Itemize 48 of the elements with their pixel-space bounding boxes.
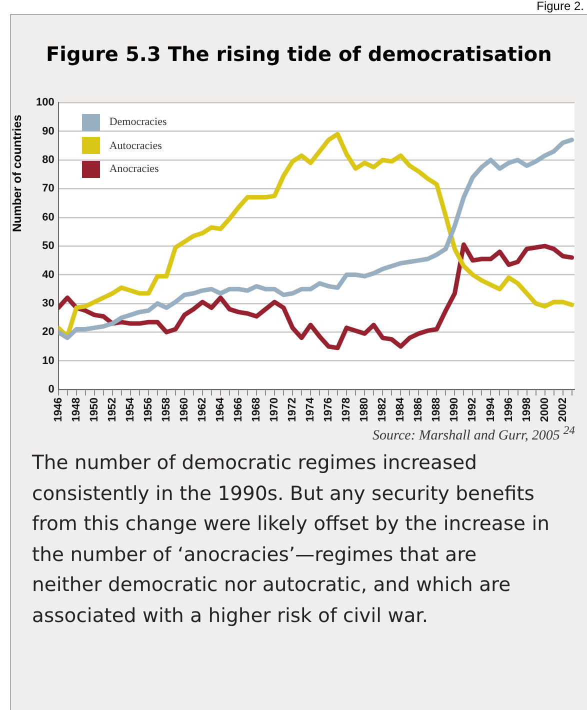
x-tick-label: 1986 — [412, 398, 425, 422]
y-axis-title: Number of countries — [10, 114, 24, 232]
x-tick-label: 1962 — [196, 398, 209, 422]
x-tick-label: 1946 — [52, 398, 64, 422]
x-tick-label: 1990 — [448, 398, 461, 422]
x-tick-label: 1988 — [430, 398, 443, 422]
chart-title: Figure 5.3 The rising tide of democratisation — [46, 42, 552, 66]
y-tick-label: 80 — [42, 154, 54, 166]
x-tick-label: 1996 — [502, 398, 515, 422]
x-tick-label: 1958 — [160, 398, 172, 422]
x-tick-label: 1970 — [268, 398, 281, 422]
x-tick-label: 1974 — [304, 396, 317, 422]
y-tick-label: 50 — [42, 240, 54, 252]
x-tick-label: 1966 — [232, 398, 245, 422]
x-tick-label: 1972 — [286, 398, 299, 422]
x-tick-label: 1992 — [466, 398, 479, 422]
x-tick-label: 1952 — [106, 398, 118, 422]
x-tick-label: 1956 — [142, 398, 154, 422]
x-tick-label: 2000 — [538, 398, 551, 422]
legend-label: Anocracies — [109, 163, 159, 176]
x-tick-label: 1950 — [88, 398, 100, 422]
text: The number of democratic regimes increased consistently in the 1990s. But any security benefits from this change were likely offset by the increase in the number of ‘anocracies’—regimes that are neither democratic nor autocratic, and which are associated with a higher risk of civil war. — [32, 450, 550, 628]
x-tick-label: 1978 — [340, 398, 353, 422]
x-tick-label: 1984 — [394, 396, 407, 422]
x-tick-label: 1954 — [124, 396, 136, 422]
x-tick-label: 1982 — [376, 398, 389, 422]
y-tick-label: 10 — [42, 354, 54, 367]
x-tick-label: 1994 — [484, 396, 497, 422]
caption: Figure 2. — [536, 0, 584, 13]
y-tick-label: 90 — [42, 125, 54, 138]
x-tick-label: 1964 — [214, 396, 227, 422]
x-tick-label: 1960 — [178, 398, 190, 422]
y-tick-label: 70 — [42, 182, 54, 195]
source-note: Source: Marshall and Gurr, 2005 $^{24}$ — [372, 424, 575, 445]
y-tick-label: 30 — [42, 297, 54, 310]
legend-label: Autocracies — [109, 140, 162, 152]
x-tick-label: 2002 — [556, 398, 569, 422]
y-tick-label: 40 — [42, 268, 54, 281]
y-tick-label: 60 — [42, 211, 54, 224]
y-tick-label: 20 — [42, 326, 54, 338]
x-tick-label: 1968 — [250, 398, 263, 422]
x-tick-label: 1976 — [322, 398, 335, 422]
y-tick-label: 0 — [48, 384, 54, 396]
legend-label: Democracies — [109, 116, 167, 128]
x-tick-label: 1980 — [358, 398, 371, 422]
y-tick-label: 100 — [36, 96, 54, 109]
x-tick-label: 1998 — [520, 398, 533, 422]
x-tick-label: 1948 — [70, 398, 82, 422]
